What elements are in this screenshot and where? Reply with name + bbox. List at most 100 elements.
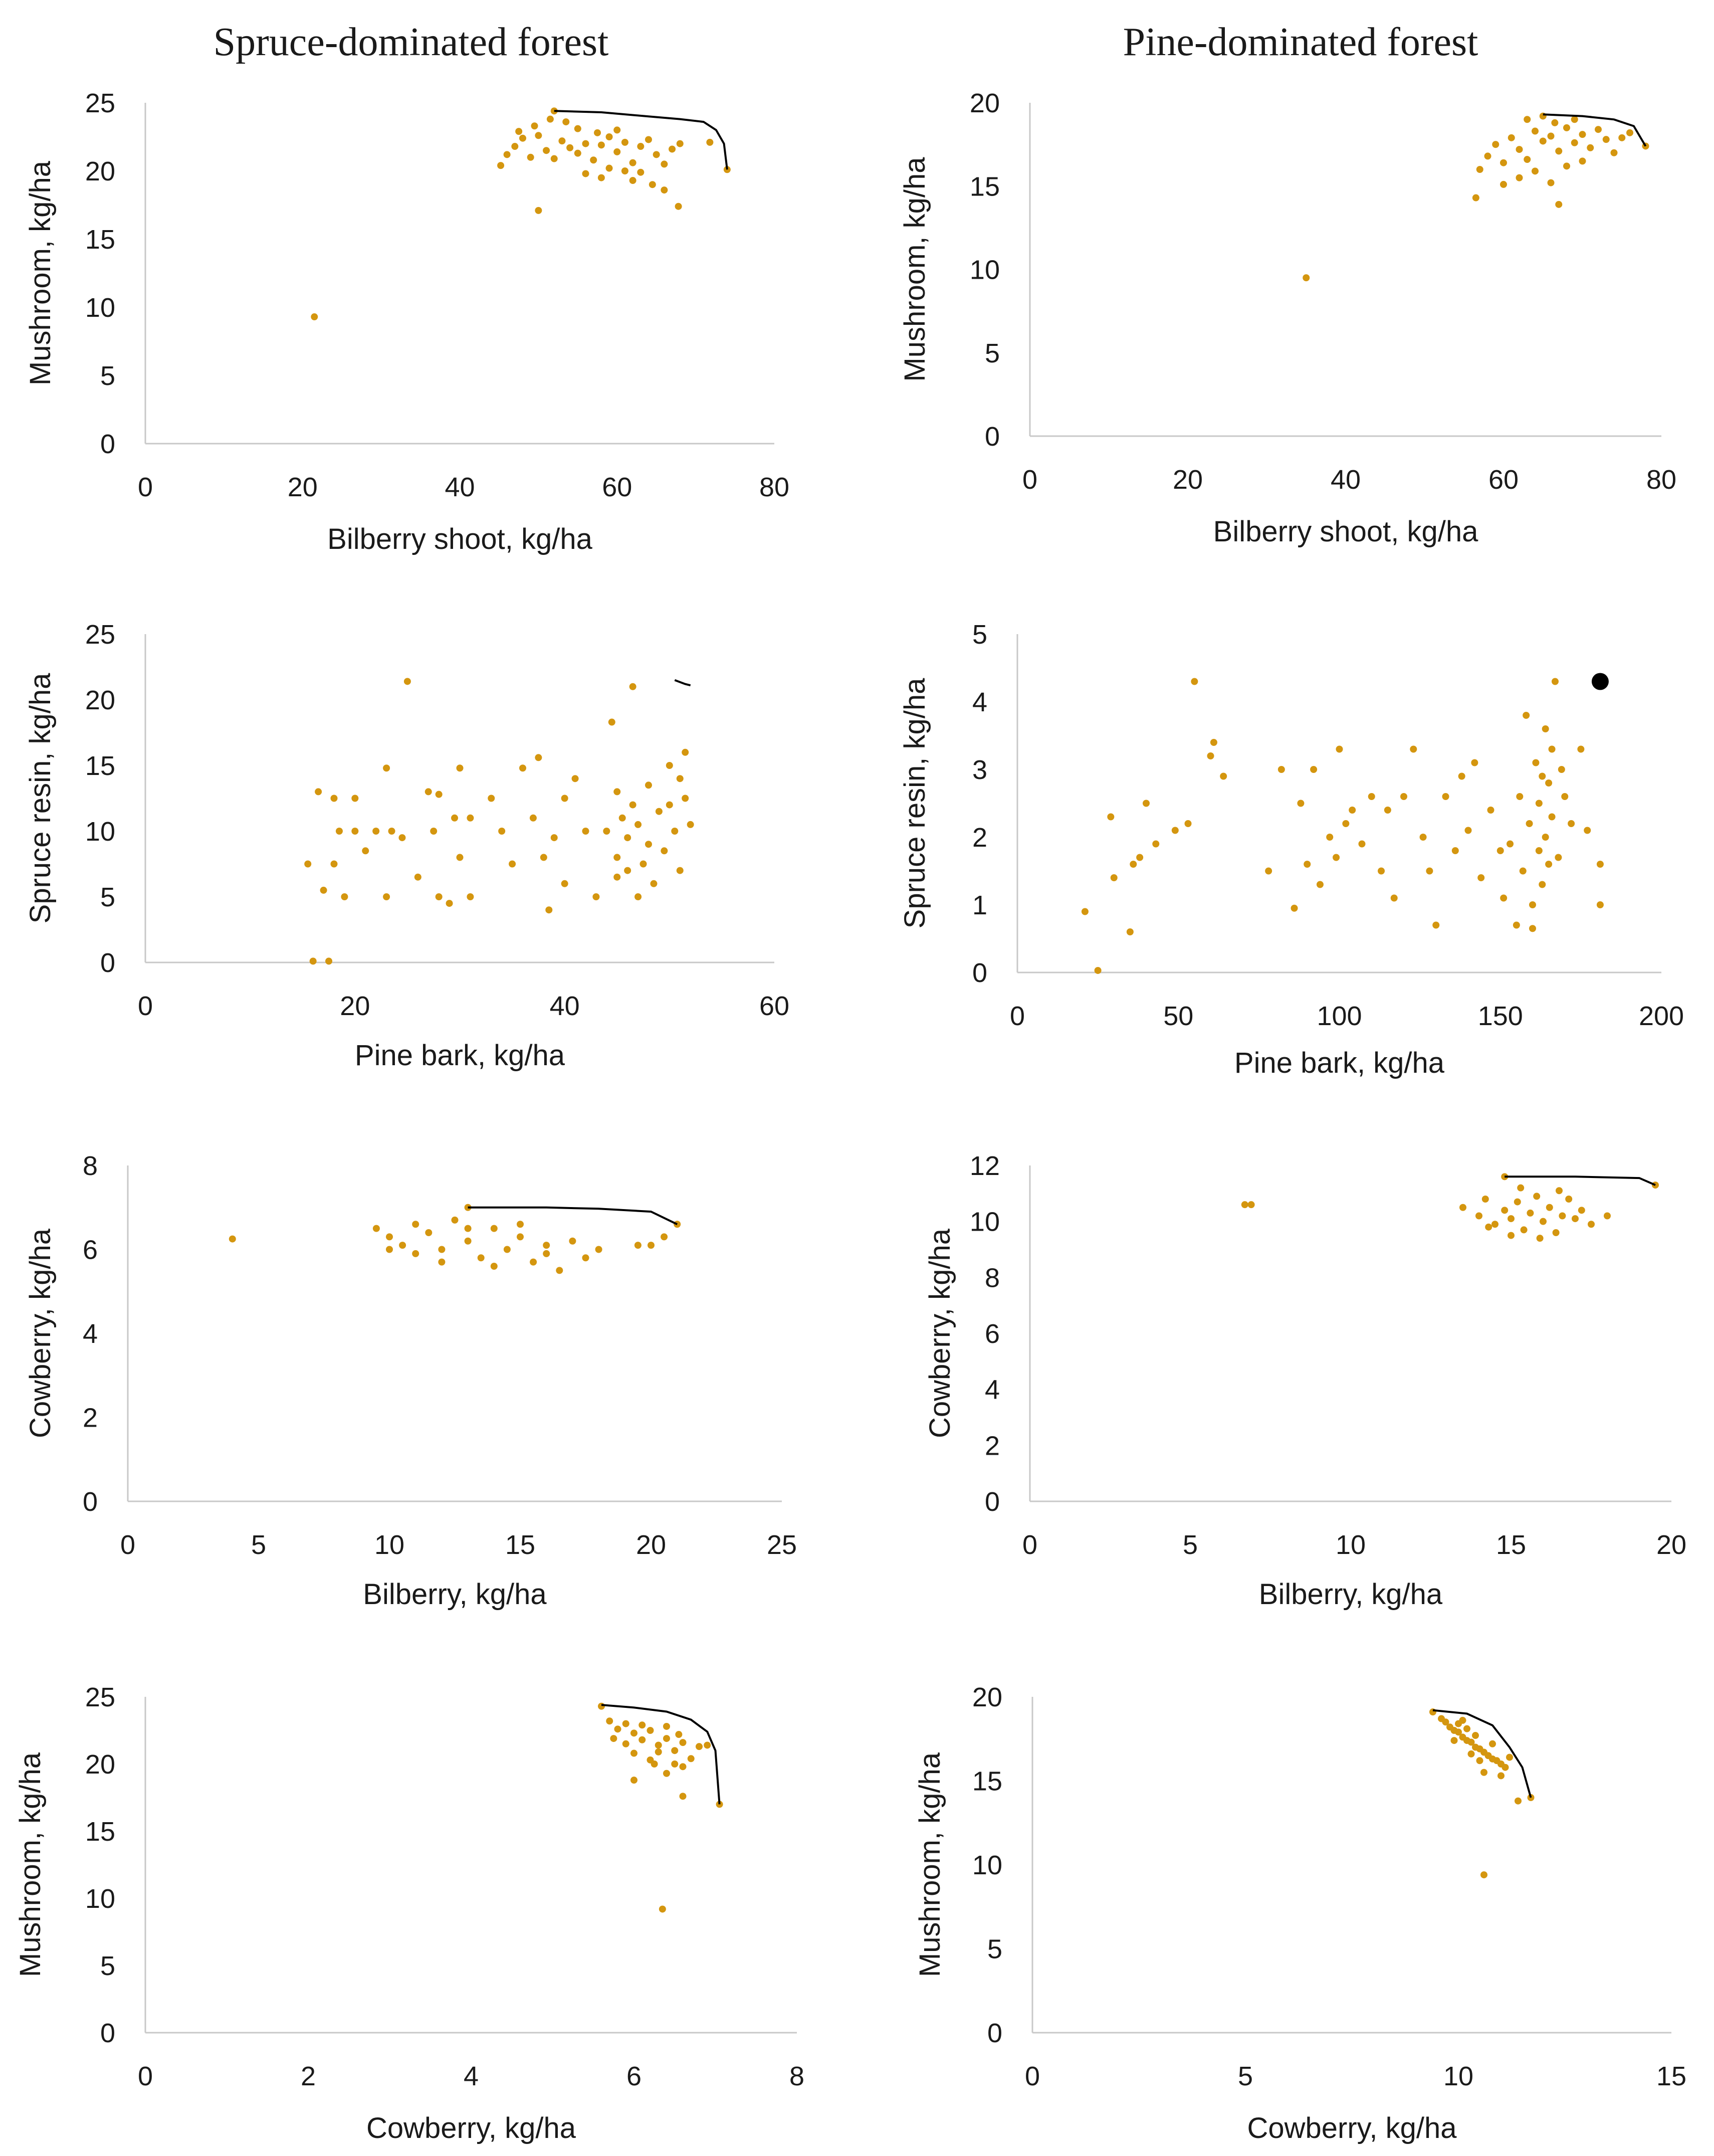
- data-point: [676, 775, 684, 782]
- data-point: [1532, 127, 1539, 135]
- data-point: [613, 873, 621, 881]
- y-tick-label: 20: [85, 156, 115, 186]
- data-point: [531, 122, 538, 130]
- data-point: [1524, 156, 1531, 163]
- data-point: [661, 847, 668, 855]
- data-point: [594, 129, 601, 136]
- data-point: [571, 775, 579, 782]
- data-point: [663, 1735, 670, 1742]
- y-axis-title: Mushroom, kg/ha: [899, 157, 931, 382]
- data-point: [1595, 126, 1602, 133]
- data-point: [311, 313, 318, 321]
- data-point: [1578, 1207, 1585, 1214]
- data-point: [669, 145, 676, 153]
- data-point: [561, 880, 568, 887]
- data-point: [653, 151, 660, 158]
- data-point: [1475, 1212, 1482, 1220]
- data-point: [613, 788, 621, 796]
- data-point: [1210, 739, 1217, 746]
- x-tick-label: 60: [759, 991, 789, 1021]
- data-point: [424, 788, 432, 796]
- x-tick-label: 0: [1022, 1530, 1037, 1560]
- data-point: [1171, 827, 1179, 834]
- data-point: [1558, 766, 1565, 773]
- y-tick-label: 10: [972, 1850, 1002, 1880]
- x-tick-label: 5: [1238, 2061, 1253, 2091]
- data-point: [566, 144, 574, 151]
- x-tick-label: 5: [251, 1530, 266, 1560]
- data-point: [1529, 925, 1536, 932]
- data-point: [1110, 874, 1118, 881]
- x-tick-label: 15: [1656, 2061, 1686, 2091]
- data-point: [1587, 144, 1594, 151]
- x-tick-label: 15: [505, 1530, 535, 1560]
- frontier-line: [1505, 1175, 1656, 1186]
- data-point: [675, 1731, 683, 1738]
- panel-pine-mushroom-vs-cowberry: 0 5 10 15 0 5 10 15 20 Cowberry, kg/ha Mushroom, k…: [914, 1682, 1686, 2144]
- data-point: [1602, 136, 1610, 143]
- y-tick-label: 5: [987, 1934, 1002, 1965]
- y-tick-label: 5: [100, 1951, 115, 1981]
- data-point: [1342, 820, 1350, 827]
- data-point: [706, 138, 714, 146]
- data-point: [716, 1801, 723, 1808]
- x-tick-label: 0: [138, 991, 153, 1021]
- data-point: [1464, 827, 1472, 834]
- y-axis-title: Mushroom, kg/ha: [14, 1752, 47, 1977]
- data-point: [1451, 847, 1459, 854]
- data-point: [1429, 1708, 1436, 1716]
- x-tick-label: 15: [1496, 1530, 1526, 1560]
- data-point: [1516, 146, 1523, 153]
- data-point: [1442, 1718, 1449, 1726]
- data-point: [629, 801, 636, 809]
- data-point: [605, 133, 613, 140]
- data-point: [613, 854, 621, 861]
- data-point: [335, 828, 343, 835]
- data-point: [651, 1760, 658, 1768]
- x-axis-title: Bilberry, kg/ha: [363, 1578, 547, 1611]
- data-point: [679, 1763, 687, 1771]
- data-point: [399, 1242, 406, 1249]
- y-tick-label: 15: [972, 1767, 1002, 1797]
- data-point: [383, 893, 390, 900]
- data-point: [1535, 800, 1543, 807]
- data-point: [1539, 881, 1546, 888]
- y-tick-label: 8: [985, 1263, 1000, 1293]
- data-point: [574, 149, 581, 157]
- data-point: [1555, 147, 1563, 155]
- data-point: [430, 828, 438, 835]
- data-point: [582, 828, 589, 835]
- data-point: [229, 1235, 236, 1243]
- left-column-title: Spruce-dominated forest: [213, 20, 609, 64]
- data-point: [1426, 867, 1433, 875]
- data-point: [561, 795, 568, 802]
- data-point: [1496, 847, 1504, 854]
- y-tick-label: 25: [85, 88, 115, 118]
- y-tick-label: 0: [985, 1487, 1000, 1517]
- data-point: [666, 762, 673, 769]
- data-point: [467, 893, 474, 900]
- data-point: [661, 160, 668, 168]
- data-point: [634, 821, 642, 828]
- y-tick-label: 6: [985, 1319, 1000, 1349]
- x-tick-label: 0: [138, 472, 153, 502]
- data-point: [515, 128, 523, 135]
- data-point: [546, 115, 554, 123]
- data-point: [663, 1722, 670, 1730]
- data-point: [1207, 752, 1214, 759]
- panel-pine-resin-vs-pine-bark: 0 50 100 150 200 0 1 2 3 4 5 Pine bark, kg/ha Spruce…: [899, 620, 1684, 1079]
- data-point: [464, 1237, 472, 1245]
- data-point: [556, 1267, 563, 1274]
- data-point: [1533, 1193, 1541, 1200]
- data-point: [304, 860, 312, 868]
- x-axis-title: Cowberry, kg/ha: [366, 2112, 576, 2144]
- data-point: [386, 1246, 393, 1253]
- data-point: [1547, 132, 1555, 140]
- data-point: [1310, 766, 1318, 773]
- data-point: [1316, 881, 1324, 888]
- data-point: [1336, 745, 1343, 753]
- data-point: [1542, 834, 1549, 841]
- data-point: [1480, 1769, 1487, 1776]
- data-point: [610, 1735, 617, 1742]
- data-point: [1450, 1737, 1458, 1744]
